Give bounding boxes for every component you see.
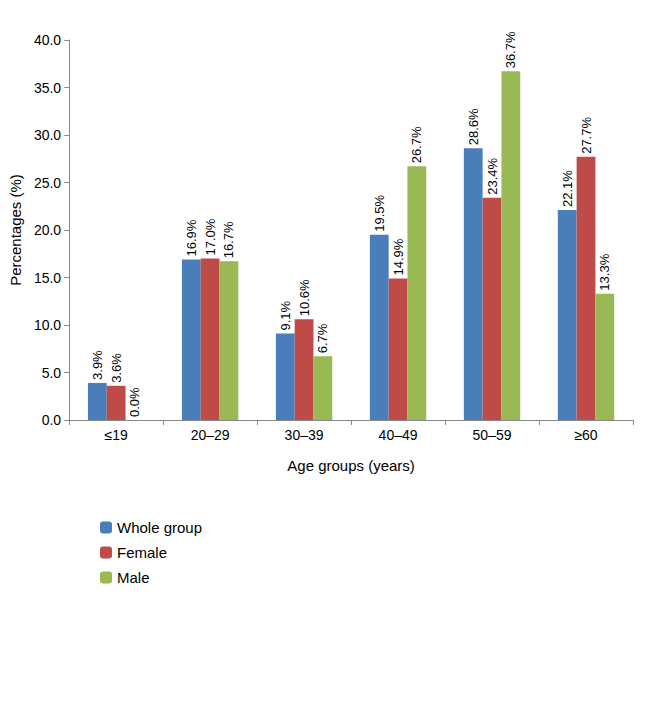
svg-text:5.0: 5.0 [42,365,62,381]
svg-text:3.6%: 3.6% [109,353,124,383]
svg-text:3.9%: 3.9% [90,350,105,380]
svg-text:Percentages (%): Percentages (%) [7,174,24,286]
svg-text:10.0: 10.0 [34,317,61,333]
svg-text:16.7%: 16.7% [221,221,236,258]
svg-text:28.6%: 28.6% [466,108,481,145]
svg-text:16.9%: 16.9% [184,219,199,256]
svg-text:40–49: 40–49 [379,427,418,443]
svg-text:Male: Male [117,569,150,586]
svg-text:35.0: 35.0 [34,80,61,96]
svg-text:23.4%: 23.4% [485,157,500,194]
svg-text:20.0: 20.0 [34,222,61,238]
svg-text:36.7%: 36.7% [503,31,518,68]
svg-text:15.0: 15.0 [34,270,61,286]
svg-text:17.0%: 17.0% [203,218,218,255]
svg-text:19.5%: 19.5% [372,194,387,231]
svg-text:10.6%: 10.6% [297,279,312,316]
svg-text:6.7%: 6.7% [315,323,330,353]
svg-text:0.0%: 0.0% [127,387,142,417]
svg-text:Whole group: Whole group [117,519,202,536]
svg-text:20–29: 20–29 [191,427,230,443]
svg-text:27.7%: 27.7% [579,117,594,154]
svg-text:≥60: ≥60 [574,427,597,443]
svg-text:26.7%: 26.7% [409,126,424,163]
svg-text:0.0: 0.0 [42,412,62,428]
svg-text:≤19: ≤19 [105,427,128,443]
svg-text:30.0: 30.0 [34,127,61,143]
svg-text:30–39: 30–39 [285,427,324,443]
svg-text:13.3%: 13.3% [597,253,612,290]
svg-text:22.1%: 22.1% [560,170,575,207]
svg-text:40.0: 40.0 [34,32,61,48]
svg-text:50–59: 50–59 [473,427,512,443]
svg-text:14.9%: 14.9% [391,238,406,275]
svg-text:9.1%: 9.1% [278,300,293,330]
svg-text:Female: Female [117,544,167,561]
svg-text:Age groups (years): Age groups (years) [287,457,415,474]
svg-text:25.0: 25.0 [34,175,61,191]
